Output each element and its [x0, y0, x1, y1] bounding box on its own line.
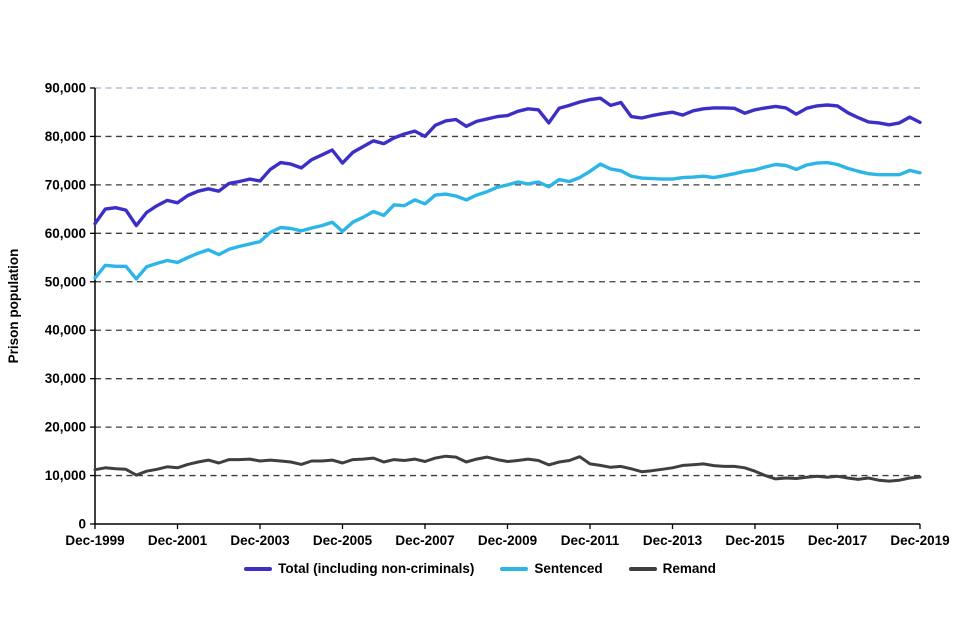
- gridlines: [95, 87, 920, 477]
- series-lines: [93, 96, 922, 483]
- x-tick-label: Dec-2015: [725, 533, 785, 548]
- y-tick-label: 40,000: [45, 323, 86, 338]
- x-tick-label: Dec-2019: [890, 533, 949, 548]
- y-axis-title: Prison population: [6, 249, 21, 364]
- x-axis-tick-labels: Dec-1999 Dec-2001 Dec-2003 Dec-2005 Dec-2007…: [65, 533, 949, 548]
- y-tick-label: 0: [78, 517, 86, 532]
- y-tick-label: 80,000: [45, 129, 86, 144]
- x-tick-label: Dec-2011: [561, 533, 620, 548]
- y-tick-label: 70,000: [45, 177, 86, 192]
- y-tick-label: 60,000: [45, 226, 86, 241]
- x-tick-label: Dec-2001: [148, 533, 208, 548]
- legend-line-swatch: [628, 566, 657, 571]
- legend-label: Remand: [662, 561, 716, 576]
- x-tick-label: Dec-1999: [65, 533, 124, 548]
- legend-item-sentenced: Sentenced: [500, 561, 603, 576]
- y-tick-label: 90,000: [45, 81, 86, 96]
- y-tick-label: 10,000: [45, 468, 86, 483]
- y-tick-label: 50,000: [45, 274, 86, 289]
- x-tick-label: Dec-2009: [478, 533, 537, 548]
- x-tick-label: Dec-2017: [808, 533, 867, 548]
- legend-label: Sentenced: [534, 561, 603, 576]
- legend-line-swatch: [244, 566, 273, 571]
- legend: Total (including non-criminals) Sentenced…: [0, 561, 960, 576]
- x-tick-label: Dec-2013: [643, 533, 703, 548]
- legend-item-remand: Remand: [628, 561, 716, 576]
- legend-item-total: Total (including non-criminals): [244, 561, 474, 576]
- y-axis-tick-labels: 0 10,000 20,000 30,000 40,000 50,000 60,000 70,…: [45, 81, 86, 532]
- x-tick-label: Dec-2003: [230, 533, 290, 548]
- y-tick-label: 30,000: [45, 371, 86, 386]
- x-tick-label: Dec-2005: [313, 533, 373, 548]
- series-line-total: [93, 96, 922, 228]
- legend-line-swatch: [500, 566, 529, 571]
- x-tick-label: Dec-2007: [395, 533, 454, 548]
- series-line-remand: [93, 454, 922, 483]
- axes: [90, 87, 921, 529]
- legend-label: Total (including non-criminals): [278, 561, 475, 576]
- series-line-sentenced: [93, 160, 922, 281]
- y-tick-label: 20,000: [45, 420, 86, 435]
